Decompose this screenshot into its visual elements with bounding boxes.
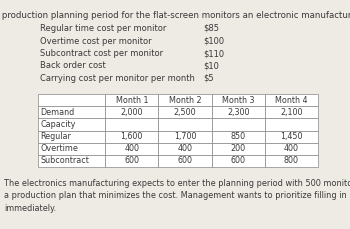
Bar (105, 131, 159, 143)
Text: Back order cost: Back order cost (40, 62, 106, 71)
Bar (212, 118, 265, 131)
Text: $85: $85 (203, 24, 219, 33)
Text: 600: 600 (177, 156, 192, 165)
Text: The electronics manufacturing expects to enter the planning period with 500 moni: The electronics manufacturing expects to… (4, 179, 350, 213)
Text: 400: 400 (177, 144, 192, 153)
Text: 1,600: 1,600 (121, 132, 143, 141)
Bar (159, 118, 212, 131)
Text: 1,700: 1,700 (174, 132, 196, 141)
Text: 600: 600 (124, 156, 139, 165)
Bar (212, 155, 265, 167)
Bar (159, 94, 212, 106)
Bar (38, 155, 105, 167)
Text: 200: 200 (231, 144, 246, 153)
Text: 2,500: 2,500 (174, 108, 196, 117)
Text: $100: $100 (203, 36, 224, 46)
Text: Regular time cost per monitor: Regular time cost per monitor (40, 24, 167, 33)
Bar (265, 106, 318, 118)
Bar (105, 118, 159, 131)
Bar (265, 131, 318, 143)
Bar (159, 143, 212, 155)
Text: 1,450: 1,450 (280, 132, 303, 141)
Text: Overtime: Overtime (41, 144, 78, 153)
Text: Subcontract cost per monitor: Subcontract cost per monitor (40, 49, 163, 58)
Text: Capacity: Capacity (41, 120, 76, 129)
Text: Month 1: Month 1 (116, 95, 148, 105)
Text: Overtime cost per monitor: Overtime cost per monitor (40, 36, 152, 46)
Bar (159, 131, 212, 143)
Bar (265, 155, 318, 167)
Text: 2,300: 2,300 (227, 108, 250, 117)
Bar (212, 106, 265, 118)
Bar (105, 143, 159, 155)
Text: 400: 400 (124, 144, 139, 153)
Text: 600: 600 (231, 156, 246, 165)
Bar (105, 155, 159, 167)
Bar (38, 143, 105, 155)
Bar (38, 106, 105, 118)
Text: $5: $5 (203, 74, 214, 83)
Bar (265, 118, 318, 131)
Bar (212, 143, 265, 155)
Text: 2,100: 2,100 (280, 108, 303, 117)
Text: 400: 400 (284, 144, 299, 153)
Bar (212, 94, 265, 106)
Text: Regular: Regular (41, 132, 71, 141)
Text: Month 4: Month 4 (275, 95, 308, 105)
Text: Month 3: Month 3 (222, 95, 254, 105)
Text: Demand: Demand (41, 108, 75, 117)
Bar (159, 106, 212, 118)
Text: $10: $10 (203, 62, 219, 71)
Bar (265, 94, 318, 106)
Bar (38, 131, 105, 143)
Text: The production planning period for the flat-screen monitors an electronic manufa: The production planning period for the f… (0, 11, 350, 20)
Bar (212, 131, 265, 143)
Text: 2,000: 2,000 (120, 108, 143, 117)
Bar (105, 106, 159, 118)
Bar (265, 143, 318, 155)
Bar (105, 94, 159, 106)
Text: Subcontract: Subcontract (41, 156, 89, 165)
Bar (38, 94, 105, 106)
Bar (38, 118, 105, 131)
Text: Carrying cost per monitor per month: Carrying cost per monitor per month (40, 74, 195, 83)
Text: $110: $110 (203, 49, 224, 58)
Bar (159, 155, 212, 167)
Text: Month 2: Month 2 (169, 95, 201, 105)
Text: 800: 800 (284, 156, 299, 165)
Text: 850: 850 (231, 132, 246, 141)
